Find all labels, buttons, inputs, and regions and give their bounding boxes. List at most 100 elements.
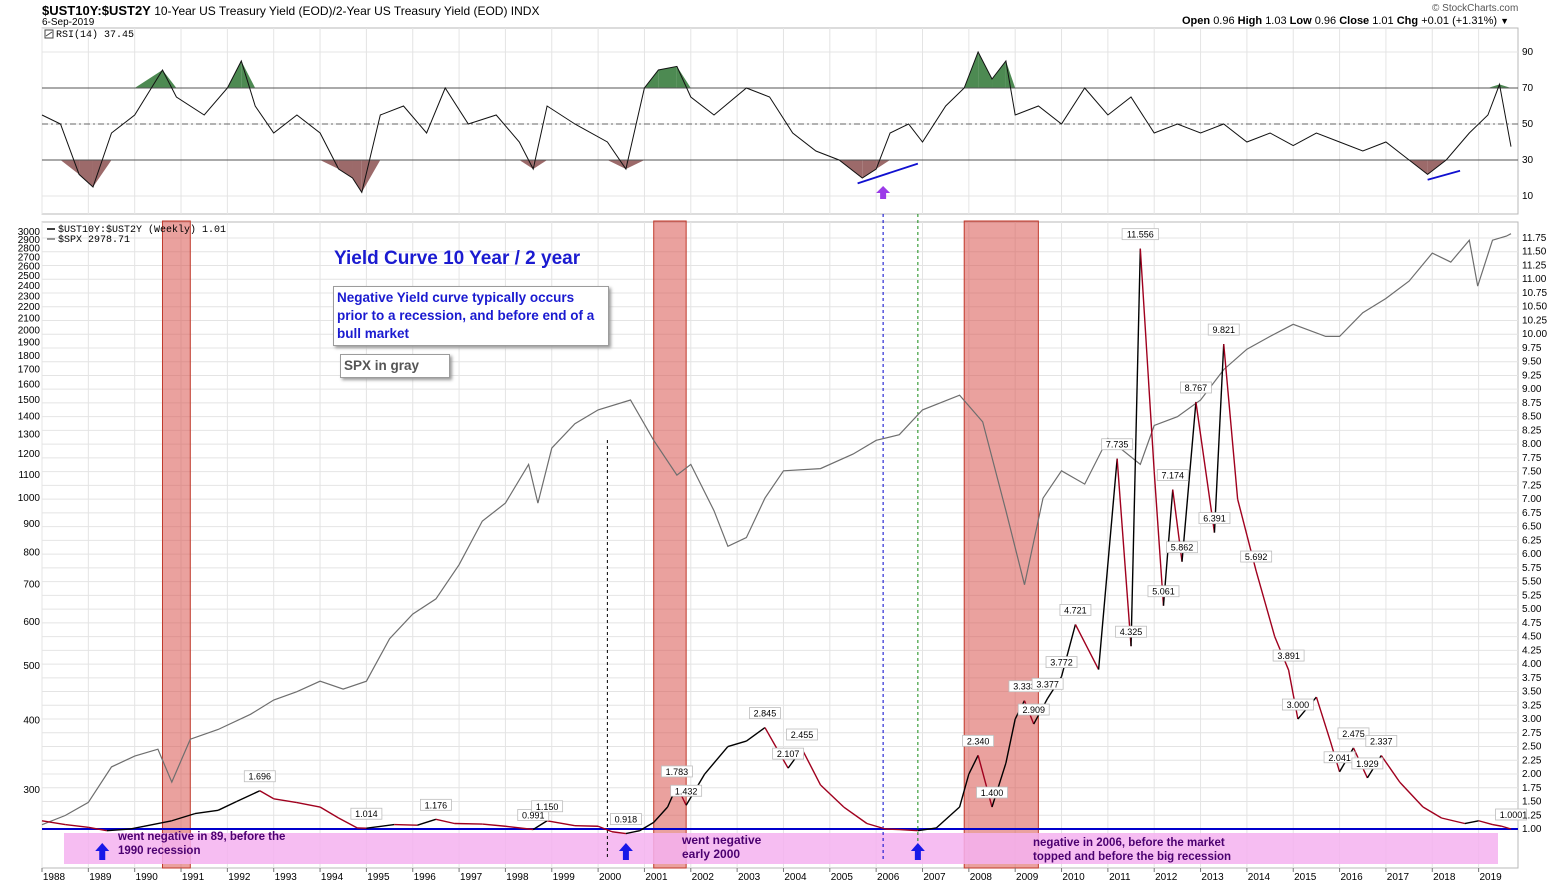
ratio-segment	[296, 801, 321, 808]
annotation-2006: negative in 2006, before the market topp…	[1033, 837, 1232, 863]
data-label-text: 0.991	[522, 810, 545, 820]
x-tick-label: 2011	[1109, 872, 1131, 883]
data-label-box	[1323, 751, 1356, 764]
rsi-extreme-fill	[79, 160, 93, 187]
ratio-segment	[1195, 401, 1216, 533]
data-label-text: 2.909	[1022, 705, 1045, 715]
ratio-segment	[885, 828, 900, 831]
data-label-text: 7.174	[1161, 471, 1184, 481]
x-tick-label: 1989	[89, 872, 112, 883]
x-tick-label: 1991	[182, 872, 205, 883]
data-label-box	[1045, 656, 1078, 669]
data-label-text: 6.391	[1203, 514, 1226, 524]
right-tick-label: 10.00	[1522, 329, 1547, 340]
data-label-box	[1121, 228, 1159, 241]
ratio-segment	[917, 827, 937, 832]
data-label-box	[420, 798, 452, 811]
data-label-text: 3.000	[1287, 700, 1310, 710]
right-tick-label: 3.00	[1522, 714, 1542, 725]
data-label-text: 5.061	[1152, 587, 1175, 597]
rsi-extreme-fill	[876, 160, 891, 169]
rsi-extreme-fill	[533, 160, 548, 169]
data-label-text: 5.862	[1171, 543, 1194, 553]
ratio-segment	[194, 809, 219, 815]
right-tick-label: 5.00	[1522, 604, 1542, 615]
data-label: 2.845	[749, 707, 781, 719]
rsi-tick-label: 10	[1522, 191, 1534, 202]
right-tick-label: 1.50	[1522, 797, 1542, 808]
ratio-segment	[1399, 781, 1424, 808]
data-label-text: 9.821	[1212, 325, 1235, 335]
note-box: Negative Yield curve typically occurs pr…	[333, 286, 609, 346]
rsi-tick-label: 90	[1522, 47, 1534, 58]
data-label: 2.041	[1323, 751, 1356, 764]
watermark: © StockCharts.com	[1432, 3, 1519, 14]
chg-value: +0.01 (+1.31%)	[1421, 15, 1498, 27]
data-label-box	[1031, 677, 1064, 690]
data-label-box	[1495, 808, 1527, 821]
right-tick-label: 8.00	[1522, 439, 1542, 450]
rsi-tick-label: 30	[1522, 155, 1534, 166]
ratio-segment	[88, 826, 108, 832]
x-tick-label: 2014	[1248, 872, 1271, 883]
x-tick-label: 2008	[970, 872, 993, 883]
data-label: 2.475	[1337, 727, 1370, 740]
x-tick-label: 2004	[784, 872, 807, 883]
symbol-label: $UST10Y:$UST2Y	[42, 3, 151, 18]
left-tick-label: 1400	[18, 412, 41, 423]
left-tick-label: 1300	[18, 430, 41, 441]
data-label: 9.821	[1207, 323, 1240, 336]
data-label-box	[1147, 585, 1180, 598]
rsi-extreme-fill	[60, 160, 80, 175]
ratio-segment	[991, 762, 1007, 808]
data-label-box	[1166, 541, 1198, 554]
left-tick-label: 900	[23, 519, 40, 530]
x-tick-label: 2000	[599, 872, 622, 883]
ratio-segment	[1153, 471, 1165, 606]
right-tick-label: 9.25	[1522, 370, 1542, 381]
right-tick-label: 7.00	[1522, 494, 1542, 505]
rsi-extreme-fill	[992, 61, 1006, 88]
left-tick-label: 2500	[18, 271, 41, 282]
x-tick-label: 2003	[738, 872, 761, 883]
rsi-axis-ticks: 90 70 50 30 10	[1522, 47, 1534, 202]
data-label-text: 1.000	[1500, 810, 1523, 820]
right-tick-label: 6.25	[1522, 535, 1542, 546]
data-label: 2.340	[962, 734, 995, 747]
up-arrow-icon	[95, 843, 110, 860]
x-tick-label: 2019	[1479, 872, 1502, 883]
data-label: 7.174	[1156, 469, 1189, 481]
ratio-segment	[727, 740, 747, 748]
data-label: 5.692	[1240, 550, 1273, 563]
data-label: 3.891	[1272, 649, 1305, 662]
ratio-segment	[1422, 806, 1442, 819]
data-label-text: 3.377	[1036, 679, 1059, 689]
data-label-box	[243, 770, 276, 783]
data-label: 2.455	[786, 728, 818, 741]
right-tick-label: 2.00	[1522, 769, 1542, 780]
data-label-text: 5.692	[1245, 552, 1268, 562]
data-label-text: 1.929	[1356, 759, 1379, 769]
data-label-box	[1337, 727, 1370, 740]
left-tick-label: 500	[23, 661, 40, 672]
data-label-text: 1.014	[355, 809, 378, 819]
ratio-segment	[968, 755, 979, 775]
data-label-box	[670, 784, 703, 797]
data-label-text: 1.696	[249, 772, 272, 782]
data-label: 3.377	[1031, 677, 1064, 690]
data-label-text: 3.772	[1050, 658, 1073, 668]
x-tick-label: 1992	[228, 872, 251, 883]
dropdown-arrow-icon[interactable]: ▼	[1500, 16, 1510, 26]
rsi-extreme-fill	[241, 61, 256, 88]
data-label: 1.432	[670, 784, 703, 797]
ratio-segment	[1074, 624, 1100, 670]
left-tick-label: 1500	[18, 395, 41, 406]
rsi-extreme-fill	[134, 70, 163, 88]
x-tick-label: 2006	[877, 872, 900, 883]
main-legend: $UST10Y:$UST2Y (Weekly) 1.01 $SPX 2978.7…	[47, 224, 226, 246]
data-label-text: 8.767	[1185, 383, 1208, 393]
data-label-box	[1198, 512, 1231, 525]
data-label-text: 2.041	[1328, 753, 1351, 763]
ratio-segment	[1181, 401, 1197, 562]
main-grid	[41, 222, 1518, 868]
